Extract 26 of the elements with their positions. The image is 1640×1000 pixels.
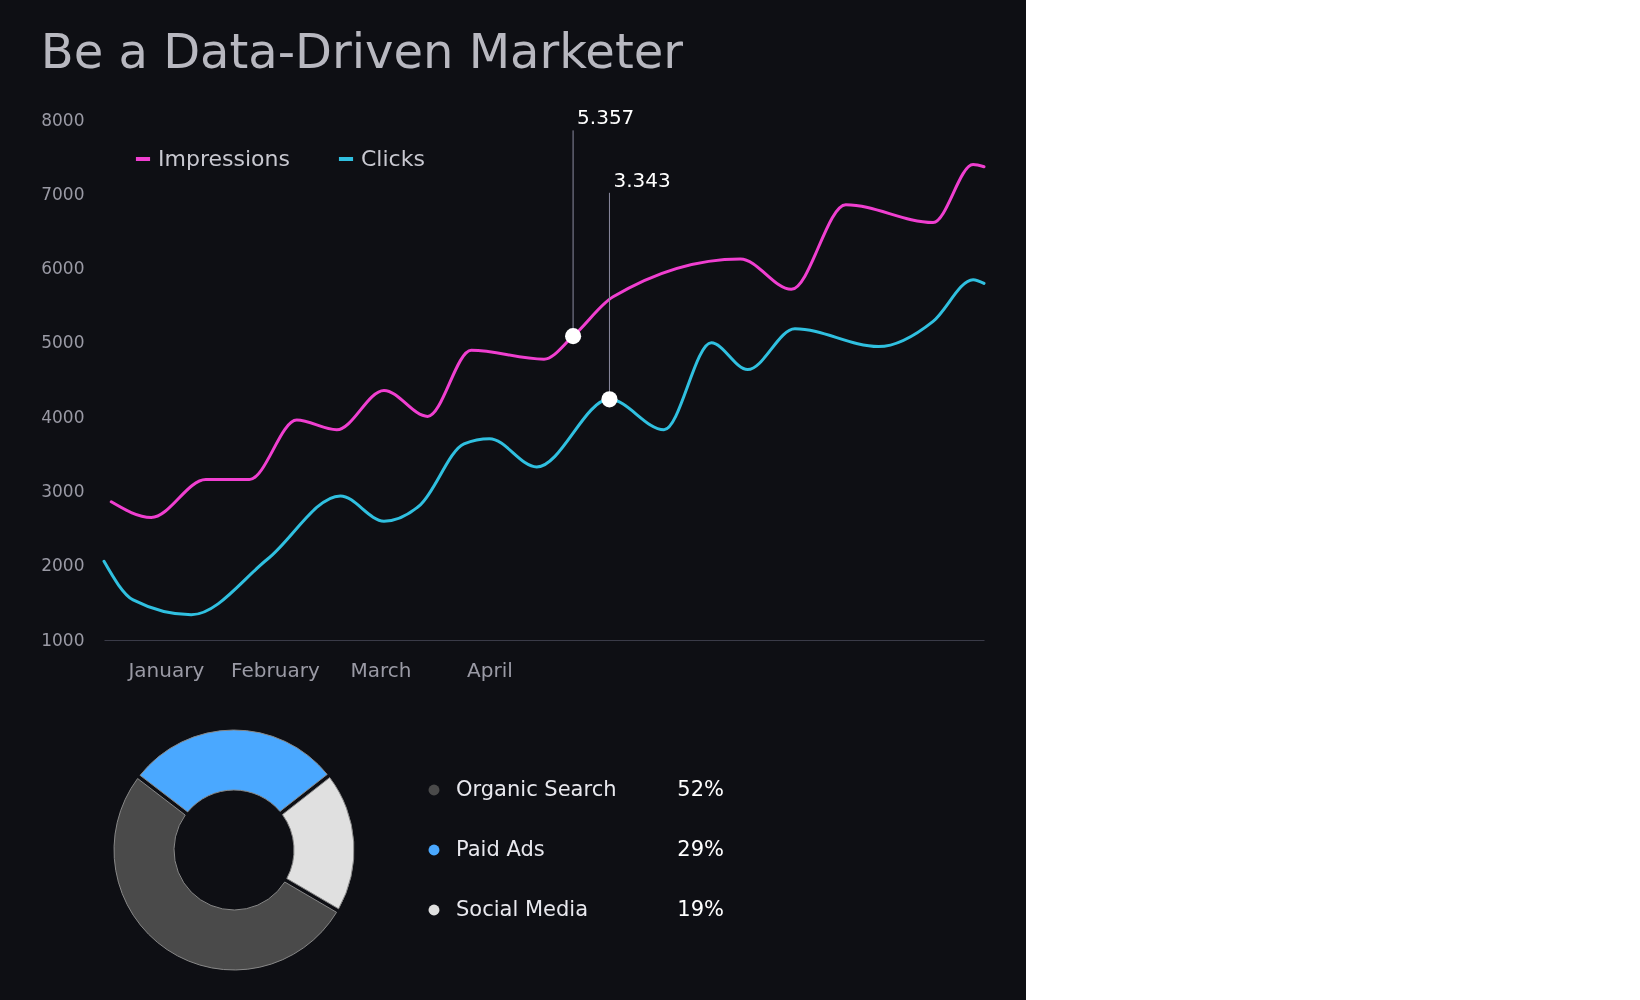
legend-label: Paid Ads — [456, 837, 545, 861]
annotation: 3.343 — [613, 167, 671, 192]
chart-title: Be a Data-Driven Marketer — [40, 23, 684, 80]
x-tick-label: February — [231, 657, 320, 682]
y-tick-label: 2000 — [41, 555, 85, 576]
donut-slice — [113, 778, 338, 971]
x-tick-label: March — [350, 657, 412, 682]
y-tick-label: 7000 — [41, 183, 85, 204]
donut-slice — [139, 729, 328, 813]
y-tick-label: 8000 — [41, 109, 85, 130]
y-tick-label: 5000 — [41, 332, 85, 353]
y-tick-label: 4000 — [41, 406, 85, 427]
y-tick-label: 6000 — [41, 258, 85, 279]
donut-slice — [281, 777, 355, 910]
legend-label: Impressions — [158, 146, 290, 171]
y-tick-label: 3000 — [41, 480, 85, 501]
data-label: 29% — [677, 837, 724, 861]
data-label: 19% — [677, 897, 724, 921]
legend-label: Clicks — [361, 146, 425, 171]
y-tick-label: 1000 — [41, 629, 85, 650]
data-label: 52% — [677, 777, 724, 801]
x-tick-label: April — [467, 657, 513, 682]
legend-label: Social Media — [456, 897, 589, 921]
legend-label: Organic Search — [456, 777, 617, 801]
x-tick-label: January — [126, 657, 205, 682]
annotation: 5.357 — [577, 105, 635, 130]
